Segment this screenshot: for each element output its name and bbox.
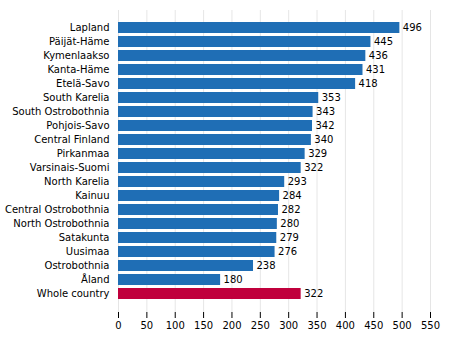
svg-text:Åland: Åland xyxy=(81,273,109,285)
svg-text:Whole country: Whole country xyxy=(37,288,110,299)
svg-text:300: 300 xyxy=(279,320,298,331)
svg-text:322: 322 xyxy=(304,288,323,299)
svg-text:Päijät-Häme: Päijät-Häme xyxy=(49,36,109,47)
svg-text:100: 100 xyxy=(166,320,185,331)
svg-text:Central Ostrobothnia: Central Ostrobothnia xyxy=(5,204,110,215)
svg-text:238: 238 xyxy=(257,260,276,271)
svg-text:445: 445 xyxy=(374,36,393,47)
svg-text:Satakunta: Satakunta xyxy=(59,232,110,243)
svg-text:284: 284 xyxy=(283,190,302,201)
svg-text:436: 436 xyxy=(369,50,388,61)
svg-text:Kanta-Häme: Kanta-Häme xyxy=(47,64,109,75)
svg-text:418: 418 xyxy=(359,78,378,89)
svg-text:550: 550 xyxy=(421,320,440,331)
svg-text:South Karelia: South Karelia xyxy=(43,92,109,103)
svg-text:Uusimaa: Uusimaa xyxy=(66,246,110,257)
svg-text:500: 500 xyxy=(393,320,412,331)
svg-text:Ostrobothnia: Ostrobothnia xyxy=(45,260,110,271)
svg-text:340: 340 xyxy=(314,134,333,145)
svg-text:Varsinais-Suomi: Varsinais-Suomi xyxy=(30,162,110,173)
svg-text:Pohjois-Savo: Pohjois-Savo xyxy=(46,120,109,131)
svg-text:Kainuu: Kainuu xyxy=(75,190,109,201)
svg-text:150: 150 xyxy=(194,320,213,331)
svg-text:496: 496 xyxy=(403,22,422,33)
svg-text:200: 200 xyxy=(222,320,241,331)
svg-text:329: 329 xyxy=(308,148,327,159)
svg-text:342: 342 xyxy=(316,120,335,131)
svg-text:Lapland: Lapland xyxy=(70,22,110,33)
svg-text:450: 450 xyxy=(364,320,383,331)
svg-text:50: 50 xyxy=(140,320,153,331)
svg-text:343: 343 xyxy=(316,106,335,117)
svg-text:322: 322 xyxy=(304,162,323,173)
svg-text:276: 276 xyxy=(278,246,297,257)
svg-text:279: 279 xyxy=(280,232,299,243)
svg-text:293: 293 xyxy=(288,176,307,187)
svg-text:431: 431 xyxy=(366,64,385,75)
svg-text:South Ostrobothnia: South Ostrobothnia xyxy=(12,106,109,117)
svg-text:0: 0 xyxy=(115,320,121,331)
svg-text:353: 353 xyxy=(322,92,341,103)
svg-text:Pirkanmaa: Pirkanmaa xyxy=(57,148,110,159)
svg-text:North Ostrobothnia: North Ostrobothnia xyxy=(13,218,109,229)
svg-text:North Karelia: North Karelia xyxy=(44,176,109,187)
svg-text:Kymenlaakso: Kymenlaakso xyxy=(43,50,109,61)
svg-text:180: 180 xyxy=(224,274,243,285)
svg-text:400: 400 xyxy=(336,320,355,331)
svg-text:Central Finland: Central Finland xyxy=(34,134,109,145)
svg-text:350: 350 xyxy=(307,320,326,331)
svg-text:Etelä-Savo: Etelä-Savo xyxy=(56,78,109,89)
svg-text:282: 282 xyxy=(281,204,300,215)
svg-text:250: 250 xyxy=(251,320,270,331)
svg-text:280: 280 xyxy=(280,218,299,229)
